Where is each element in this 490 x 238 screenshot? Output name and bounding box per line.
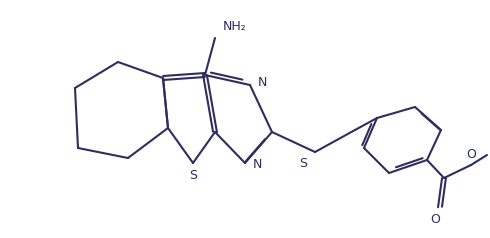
Text: N: N — [253, 159, 262, 172]
Text: O: O — [466, 148, 476, 161]
Text: S: S — [299, 157, 307, 170]
Text: NH₂: NH₂ — [223, 20, 247, 33]
Text: S: S — [189, 169, 197, 182]
Text: O: O — [430, 213, 440, 226]
Text: N: N — [258, 76, 268, 89]
